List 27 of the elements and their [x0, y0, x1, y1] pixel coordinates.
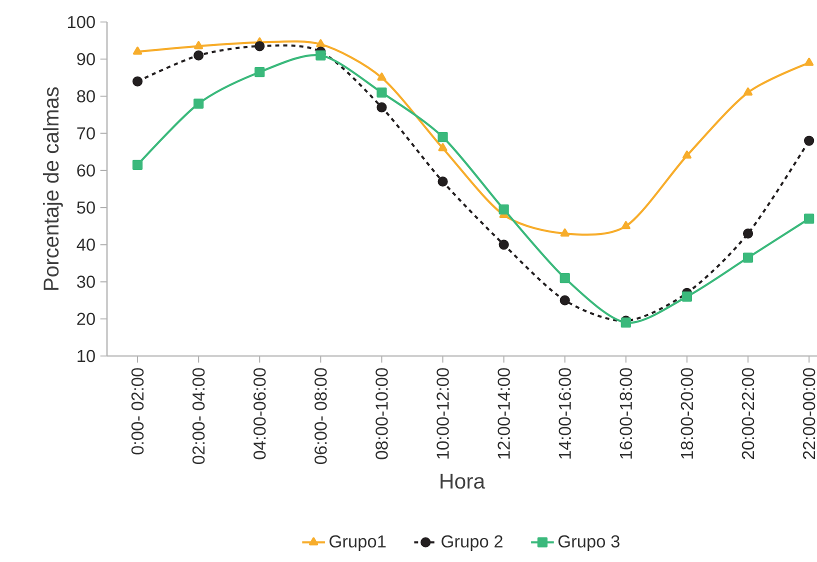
x-tick-label: 02:00- 04:00 [192, 368, 205, 464]
x-axis-title: Hora [440, 474, 486, 489]
x-tick-label: 20:00-22:00 [742, 368, 754, 460]
y-axis-title: Porcentaje de calmas [43, 87, 63, 290]
x-tick-label: 18:00-20:00 [680, 368, 694, 459]
y-tick-label: 20 [77, 312, 95, 326]
y-tick-label: 80 [77, 90, 95, 102]
legend-label: Grupo1 [330, 535, 386, 551]
legend-label: Grupo 2 [442, 535, 502, 551]
y-tick-label: 70 [77, 127, 95, 140]
y-tick-label: 10 [78, 350, 95, 362]
x-tick-label: 04:00-06:00 [253, 368, 266, 460]
x-tick-label: 0:00- 02:00 [131, 368, 144, 454]
y-tick-label: 90 [77, 52, 95, 66]
legend-label: Grupo 3 [558, 535, 620, 551]
x-tick-label: 14:00-16:00 [558, 368, 572, 459]
x-tick-label: 06:00- 08:00 [314, 368, 327, 464]
y-tick-label: 100 [68, 16, 95, 28]
y-tick-label: 60 [77, 164, 95, 177]
x-tick-label: 16:00-18:00 [620, 368, 632, 459]
x-tick-label: 22:00-00:00 [802, 368, 816, 460]
x-tick-label: 12:00-14:00 [498, 368, 510, 459]
y-tick-label: 30 [77, 276, 95, 288]
y-tick-label: 50 [77, 201, 95, 214]
y-tick-label: 40 [76, 238, 95, 251]
x-tick-label: 10:00-12:00 [436, 368, 449, 459]
x-tick-label: 08:00-10:00 [376, 368, 388, 460]
